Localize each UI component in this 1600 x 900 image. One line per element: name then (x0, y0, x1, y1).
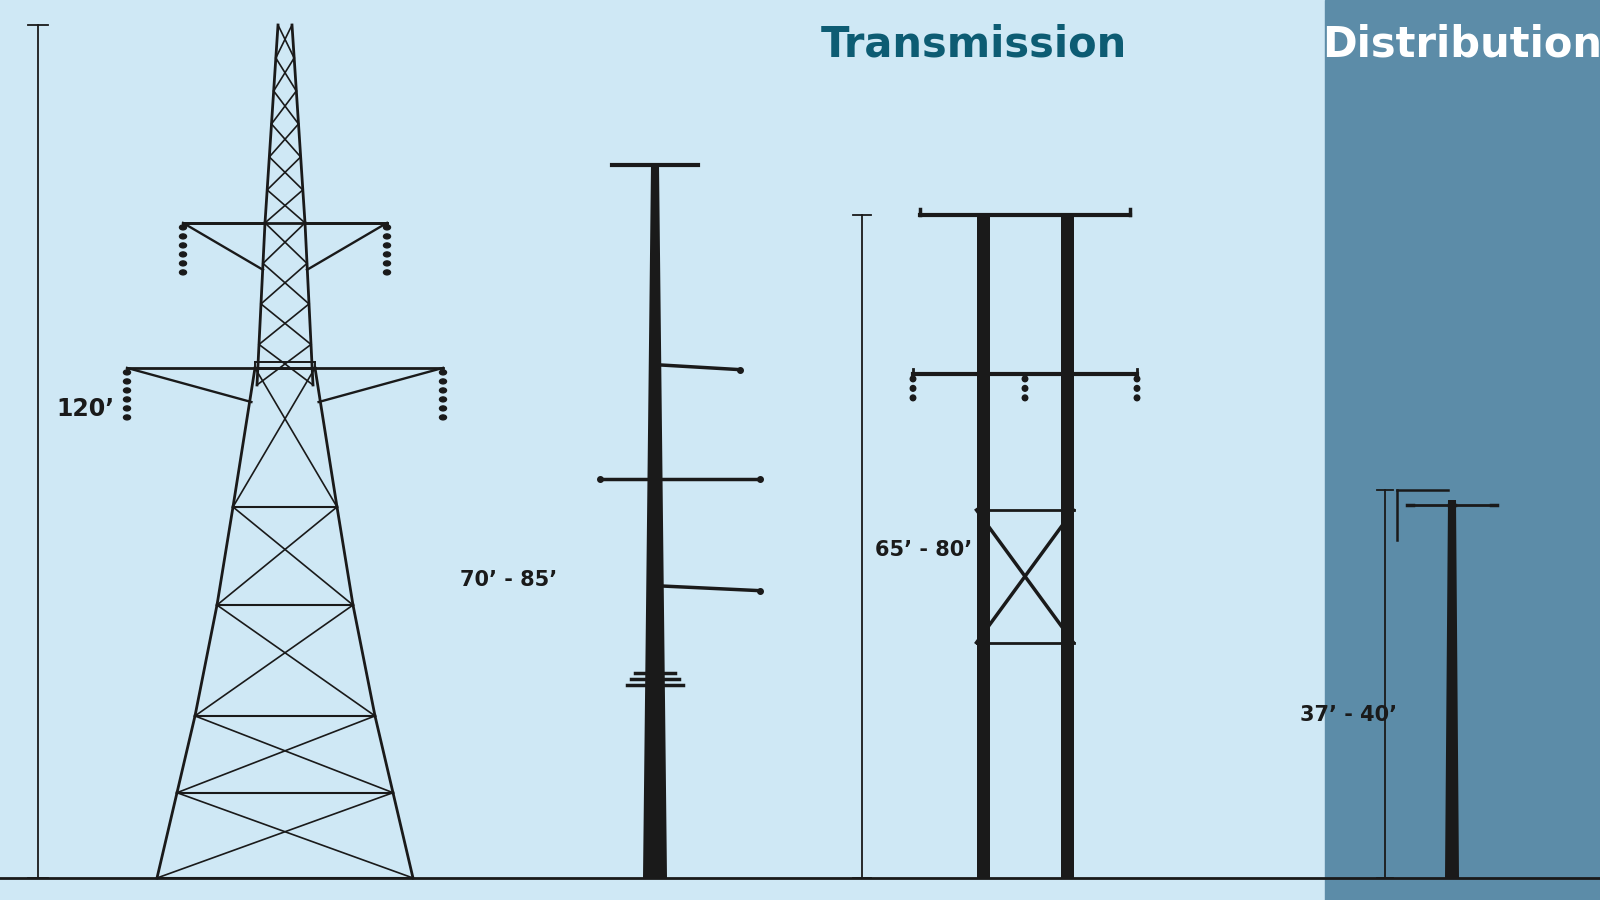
Ellipse shape (123, 397, 131, 402)
Ellipse shape (179, 243, 187, 248)
Ellipse shape (384, 252, 390, 256)
Ellipse shape (440, 406, 446, 411)
Ellipse shape (910, 376, 915, 382)
Text: 120’: 120’ (56, 397, 114, 421)
Ellipse shape (179, 270, 187, 274)
Ellipse shape (123, 388, 131, 393)
Ellipse shape (384, 243, 390, 248)
Ellipse shape (123, 406, 131, 411)
Ellipse shape (179, 261, 187, 266)
Ellipse shape (1134, 376, 1139, 382)
Ellipse shape (1022, 385, 1027, 392)
Text: Transmission: Transmission (821, 24, 1126, 66)
Text: Distribution: Distribution (1322, 24, 1600, 66)
Ellipse shape (384, 270, 390, 274)
Ellipse shape (384, 225, 390, 230)
Ellipse shape (440, 397, 446, 402)
Text: 65’ - 80’: 65’ - 80’ (875, 540, 973, 560)
Polygon shape (976, 215, 989, 878)
Ellipse shape (440, 379, 446, 384)
Ellipse shape (1022, 376, 1027, 382)
Text: 37’ - 40’: 37’ - 40’ (1299, 705, 1397, 725)
Ellipse shape (910, 395, 915, 400)
Ellipse shape (440, 370, 446, 375)
Polygon shape (1445, 500, 1459, 878)
Text: 70’ - 85’: 70’ - 85’ (461, 570, 557, 590)
Ellipse shape (1022, 395, 1027, 400)
Polygon shape (643, 165, 667, 878)
Ellipse shape (384, 234, 390, 238)
Ellipse shape (440, 388, 446, 393)
Bar (1325, 0, 1600, 900)
Ellipse shape (179, 234, 187, 238)
Ellipse shape (1134, 385, 1139, 392)
Ellipse shape (1134, 395, 1139, 400)
Ellipse shape (440, 415, 446, 420)
Ellipse shape (123, 379, 131, 384)
Ellipse shape (910, 385, 915, 392)
Ellipse shape (123, 415, 131, 420)
Ellipse shape (384, 261, 390, 266)
Ellipse shape (123, 370, 131, 375)
Ellipse shape (179, 252, 187, 256)
Polygon shape (1061, 215, 1074, 878)
Ellipse shape (179, 225, 187, 230)
